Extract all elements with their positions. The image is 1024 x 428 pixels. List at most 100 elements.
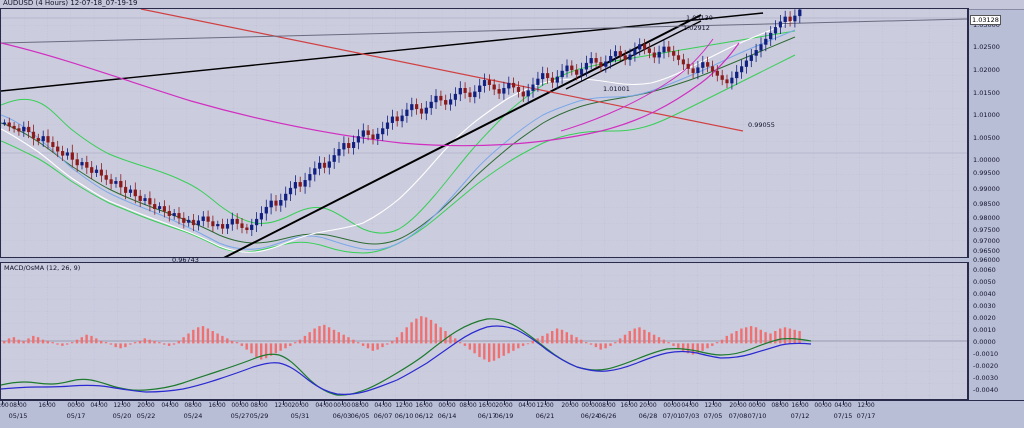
time-axis-date-label: 07/05 [703, 412, 723, 420]
time-axis-tick [424, 401, 425, 405]
time-axis-time-label: 4:00 [0, 402, 9, 409]
time-axis-tick [780, 401, 781, 405]
price-axis-label: 0.96000 [973, 256, 1000, 264]
price-axis-label: 1.02500 [973, 43, 1000, 51]
time-axis-time-label: 16:00 [38, 402, 56, 409]
time-axis-tick [342, 401, 343, 405]
macd-chart-svg [1, 263, 967, 399]
time-axis-time-label: 04:00 [374, 402, 392, 409]
time-axis-time-label: 20:00 [137, 402, 155, 409]
price-axis-label: 0.98500 [973, 200, 1000, 208]
time-axis-tick [283, 401, 284, 405]
time-axis-date-label: 06/28 [638, 412, 658, 420]
time-axis-tick [527, 401, 528, 405]
magenta-lower-line [560, 38, 714, 132]
time-axis-date-label: 05/29 [249, 412, 269, 420]
time-axis-tick [800, 401, 801, 405]
time-axis-date-label: 06/05 [350, 412, 370, 420]
inner-uptrend-line [565, 20, 702, 90]
time-axis-time-label: 00:00 [67, 402, 85, 409]
macd-axis-label: 0.0050 [973, 278, 996, 286]
time-axis-time-label: 00:00 [231, 402, 249, 409]
time-axis-time-label: 08:00 [250, 402, 268, 409]
macd-grid [1, 263, 967, 399]
time-axis-date-label: 05/22 [136, 412, 156, 420]
time-axis-date-label: 06/26 [597, 412, 617, 420]
time-axis-time-label: 20:00 [729, 402, 747, 409]
time-axis-tick [487, 401, 488, 405]
time-axis-time-label: 12:00 [704, 402, 722, 409]
macd-panel[interactable]: MACD/OsMA (12, 26, 9) [0, 262, 968, 400]
price-hlines [1, 17, 967, 154]
macd-axis-label: 0.0030 [973, 302, 996, 310]
time-axis-date-label: 06/03 [332, 412, 352, 420]
macd-axis-label: 0.0010 [973, 326, 996, 334]
price-axis[interactable]: 1.03128 1.03000 1.02500 1.02000 1.01500 1.010… [968, 8, 1024, 264]
time-axis-date-label: 06/07 [373, 412, 393, 420]
time-axis-time-label: 04:00 [161, 402, 179, 409]
price-axis-label: 0.96500 [973, 247, 1000, 255]
time-axis-time-label: 20:00 [561, 402, 579, 409]
magenta-curve-line [1, 42, 740, 147]
price-axis-label: 1.00500 [973, 134, 1000, 142]
time-axis-date-label: 06/12 [414, 412, 434, 420]
time-axis-time-label: 20:00 [495, 402, 513, 409]
time-axis-tick [866, 401, 867, 405]
time-axis-tick [504, 401, 505, 405]
macd-axis[interactable]: 0.0060 0.0050 0.0040 0.0030 0.0020 0.0010 0.00… [968, 262, 1024, 400]
time-axis-tick [193, 401, 194, 405]
time-axis-time-label: 04:00 [518, 402, 536, 409]
time-axis-time-label: 00:00 [814, 402, 832, 409]
time-axis-date-label: 07/03 [680, 412, 700, 420]
time-axis-tick [570, 401, 571, 405]
time-axis-tick [360, 401, 361, 405]
time-axis-date-label: 06/10 [394, 412, 414, 420]
time-axis-date-label: 06/17 [477, 412, 497, 420]
macd-axis-label: 0.0020 [973, 314, 996, 322]
time-axis-date-label: 05/20 [112, 412, 132, 420]
upper-resistance-line [1, 12, 764, 92]
price-axis-label: 0.99000 [973, 185, 1000, 193]
time-axis-tick [76, 401, 77, 405]
time-axis-time-label: 12:00 [536, 402, 554, 409]
price-axis-label: 0.97000 [973, 237, 1000, 245]
time-axis-time-label: 12:00 [395, 402, 413, 409]
time-axis-time-label: 12:00 [113, 402, 131, 409]
time-axis-time-label: 16:00 [415, 402, 433, 409]
time-axis-tick [545, 401, 546, 405]
time-axis-date-label: 05/31 [290, 412, 310, 420]
time-axis-time-label: 00:00 [581, 402, 599, 409]
time-axis-date-label: 05/27 [230, 412, 250, 420]
macd-line [1, 318, 812, 396]
time-axis-tick [648, 401, 649, 405]
time-axis-tick [146, 401, 147, 405]
time-axis-tick [590, 401, 591, 405]
time-axis-time-label: 08:00 [9, 402, 27, 409]
time-axis-time-label: 16:00 [791, 402, 809, 409]
time-axis-tick [47, 401, 48, 405]
macd-axis-label: -0.0020 [973, 362, 999, 370]
time-axis-date-label: 07/15 [833, 412, 853, 420]
time-axis-time-label: 20:00 [639, 402, 657, 409]
time-axis-tick [2, 401, 3, 405]
time-axis-tick [690, 401, 691, 405]
time-axis-time-label: 08:00 [351, 402, 369, 409]
ma-blue-line [1, 29, 796, 251]
time-axis-tick [300, 401, 301, 405]
time-axis-time-label: 08:00 [598, 402, 616, 409]
time-axis-tick [672, 401, 673, 405]
price-axis-label: 1.03000 [973, 21, 1000, 29]
macd-axis-label: -0.0010 [973, 350, 999, 358]
price-axis-label: 1.00000 [973, 156, 1000, 164]
upper-gray-line [1, 18, 967, 44]
close-label: 1.02912 [683, 24, 710, 32]
price-axis-label: 0.99500 [973, 169, 1000, 177]
time-axis-date-label: 05/15 [8, 412, 28, 420]
page-title: AUDUSD (4 Hours) 12-07-18_07-19-19 [3, 0, 138, 7]
price-chart-panel[interactable] [0, 8, 968, 258]
macd-axis-label: 0.0040 [973, 290, 996, 298]
macd-signal-line [1, 325, 812, 395]
time-axis-date-label: 07/10 [747, 412, 767, 420]
time-axis[interactable]: 4:0008:0005/1516:0000:0005/1704:0012:000… [0, 400, 1024, 428]
